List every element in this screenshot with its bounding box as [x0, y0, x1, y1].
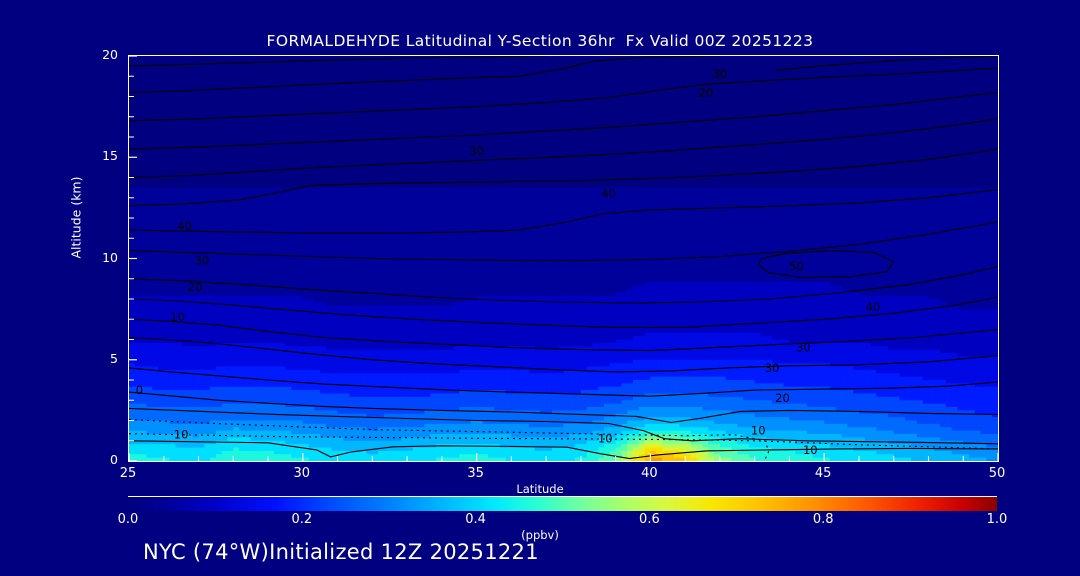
contour-label: 0: [136, 383, 143, 397]
y-tick-5: 5: [110, 350, 118, 366]
x-axis-title: Latitude: [516, 482, 564, 496]
plot-graphics: 40 30 20 10 0 10 30 20 30 40 50 40 30 30 20 10 10 10: [129, 56, 998, 461]
contour-label: 40: [866, 300, 881, 314]
colorbar-tick-0.2: 0.2: [291, 512, 313, 527]
x-tick-45: 45: [814, 466, 832, 481]
contour-label: 30: [796, 341, 811, 355]
contour-lines: [129, 56, 998, 460]
colorbar-tick-0.0: 0.0: [117, 512, 139, 527]
contour-label: 10: [803, 443, 818, 457]
axis-ticks: [129, 56, 998, 461]
x-tick-50: 50: [988, 466, 1006, 481]
x-tick-35: 35: [467, 466, 484, 481]
colorbar-tick-0.4: 0.4: [465, 512, 486, 527]
x-tick-25: 25: [119, 466, 137, 481]
contour-label: 50: [789, 260, 804, 274]
contour-label: 10: [170, 310, 185, 324]
x-tick-30: 30: [293, 466, 311, 481]
y-tick-0: 0: [110, 452, 118, 467]
figure-title: FORMALDEHYDE Latitudinal Y-Section 36hr …: [266, 32, 814, 50]
figure-caption: NYC (74°W)Initialized 12Z 20251221: [143, 540, 539, 564]
contour-label: 20: [775, 391, 790, 405]
colorbar: [128, 496, 997, 511]
contour-label: 10: [598, 432, 613, 446]
y-tick-10: 10: [102, 249, 118, 265]
contour-label: 30: [195, 254, 210, 268]
filled-contour-field: [129, 56, 998, 461]
contour-label: 20: [699, 86, 714, 100]
x-tick-40: 40: [641, 466, 658, 481]
y-tick-15: 15: [102, 148, 118, 164]
contour-label: 30: [469, 144, 484, 158]
y-tick-20: 20: [102, 47, 118, 62]
contour-labels: 40 30 20 10 0 10 30 20 30 40 50 40 30 30 20 10 10 10: [136, 67, 880, 457]
plot-area: 40 30 20 10 0 10 30 20 30 40 50 40 30 30 20 10 10 10: [128, 55, 999, 462]
contour-label: 20: [188, 280, 203, 294]
colorbar-tick-0.8: 0.8: [812, 512, 834, 527]
colorbar-tick-0.6: 0.6: [639, 512, 660, 527]
colorbar-tick-1.0: 1.0: [986, 512, 1008, 527]
contour-label: 10: [751, 424, 766, 438]
contour-label: 10: [174, 428, 189, 442]
colorbar-unit-label: (ppbv): [521, 528, 559, 542]
contour-label: 30: [765, 361, 780, 375]
contour-label: 40: [177, 219, 192, 233]
contour-label: 30: [713, 67, 728, 81]
contour-label: 40: [601, 187, 616, 201]
